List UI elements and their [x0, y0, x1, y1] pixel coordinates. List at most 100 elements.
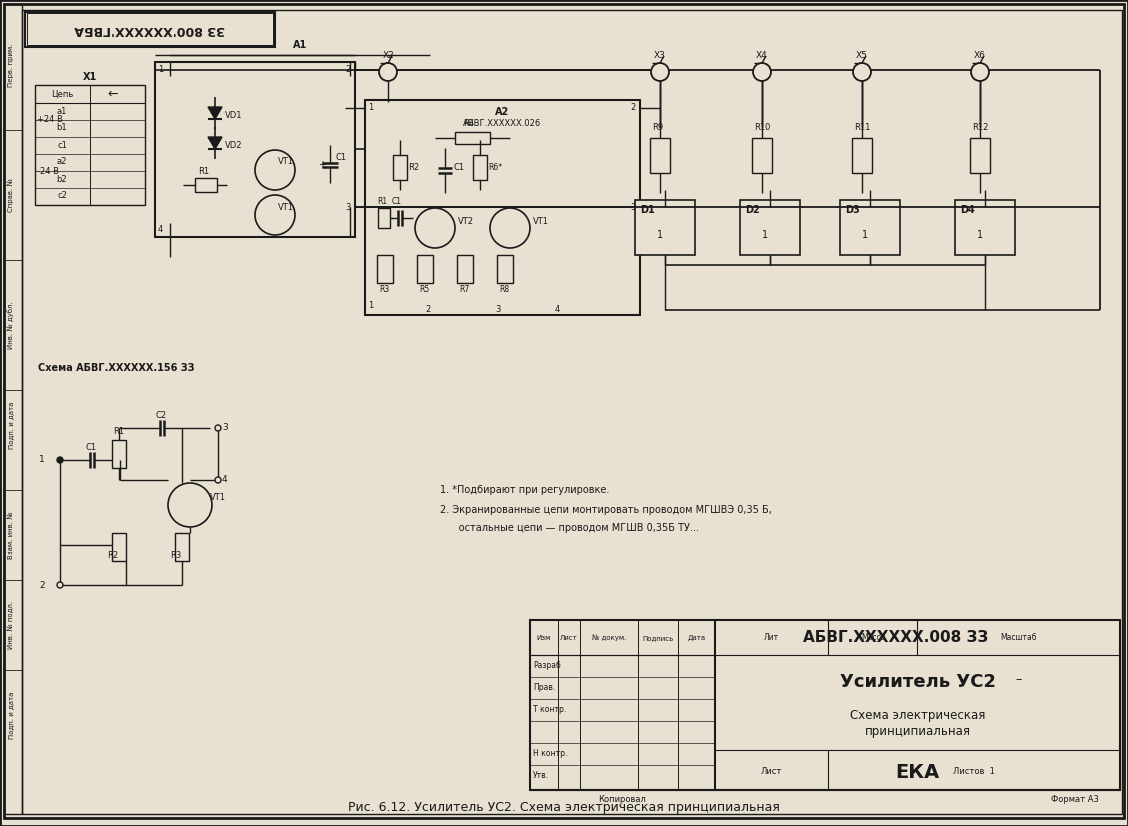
Text: ЕКА: ЕКА	[896, 762, 940, 781]
Text: R7: R7	[459, 286, 469, 295]
Circle shape	[490, 208, 530, 248]
Text: Подп. и дата: Подп. и дата	[8, 401, 14, 449]
Text: X5: X5	[856, 51, 867, 60]
Text: R12: R12	[972, 124, 988, 132]
Text: Н контр.: Н контр.	[534, 749, 567, 758]
Text: Дата: Дата	[688, 635, 706, 641]
Text: 1: 1	[862, 230, 869, 240]
Text: 3: 3	[222, 424, 228, 433]
Text: Изм: Изм	[537, 635, 552, 641]
Text: Лист: Лист	[761, 767, 783, 776]
Text: 3: 3	[495, 306, 501, 315]
Text: X3: X3	[654, 51, 666, 60]
Text: 1: 1	[977, 230, 984, 240]
Text: X1: X1	[82, 72, 97, 82]
Bar	[955, 200, 1015, 255]
Text: Утв.: Утв.	[534, 771, 549, 781]
Bar	[378, 208, 390, 228]
Text: 1: 1	[368, 103, 373, 112]
Text: R1: R1	[377, 197, 387, 206]
Text: a2: a2	[56, 158, 68, 167]
Text: D4: D4	[960, 205, 975, 215]
Text: Подпись: Подпись	[642, 635, 673, 641]
Text: Взам. инв. №: Взам. инв. №	[8, 511, 14, 558]
Bar	[852, 138, 872, 173]
Text: A2: A2	[495, 107, 510, 117]
Text: ←: ←	[108, 88, 118, 101]
Text: 1: 1	[39, 455, 45, 464]
Circle shape	[168, 483, 212, 527]
Text: Схема АБВГ.XXXXXX.156 ЗЗ: Схема АБВГ.XXXXXX.156 ЗЗ	[38, 363, 194, 373]
Text: 2: 2	[425, 306, 430, 315]
Circle shape	[215, 477, 221, 483]
Text: R8: R8	[499, 286, 509, 295]
Text: c2: c2	[58, 192, 67, 201]
Text: VD2: VD2	[224, 140, 243, 150]
Bar	[473, 155, 487, 180]
Text: 4: 4	[555, 306, 561, 315]
Bar	[970, 138, 990, 173]
Text: D2: D2	[744, 205, 760, 215]
Circle shape	[971, 63, 989, 81]
Text: ЗЗ 800'XXXXXX'ГВБА: ЗЗ 800'XXXXXX'ГВБА	[74, 22, 226, 36]
Text: R1: R1	[113, 428, 124, 436]
Text: Подп. и дата: Подп. и дата	[8, 691, 14, 738]
Text: Копировал: Копировал	[599, 795, 646, 805]
Text: VT1: VT1	[534, 217, 549, 226]
Bar	[155, 62, 355, 237]
Text: R3: R3	[379, 286, 389, 295]
Circle shape	[379, 63, 397, 81]
Text: АБВГ.XXXXXX.008 ЗЗ: АБВГ.XXXXXX.008 ЗЗ	[803, 630, 988, 645]
Bar	[752, 138, 772, 173]
Text: 4: 4	[158, 225, 164, 234]
Bar	[840, 200, 900, 255]
Text: VT1: VT1	[210, 492, 226, 501]
Polygon shape	[208, 137, 222, 149]
Text: C1: C1	[85, 444, 96, 453]
Text: R2: R2	[107, 550, 118, 559]
Text: C2: C2	[155, 411, 166, 420]
Circle shape	[215, 425, 221, 431]
Text: C1: C1	[393, 197, 402, 206]
Text: C1: C1	[453, 164, 464, 173]
Text: R3: R3	[170, 550, 182, 559]
Bar	[175, 533, 190, 561]
Bar	[455, 132, 490, 144]
Text: Листов  1: Листов 1	[953, 767, 995, 776]
Text: 3: 3	[345, 202, 351, 211]
Bar	[25, 12, 275, 47]
Text: +24 В: +24 В	[37, 116, 63, 125]
Text: +: +	[318, 160, 326, 170]
Text: R4: R4	[462, 120, 474, 129]
Text: 2: 2	[631, 103, 635, 112]
Text: Инв. № дубл.: Инв. № дубл.	[8, 301, 15, 349]
Text: X2: X2	[384, 51, 395, 60]
Text: принципиальная: принципиальная	[864, 725, 970, 738]
Text: 1: 1	[368, 301, 373, 310]
Text: Лист: Лист	[561, 635, 578, 641]
Text: Схема электрическая: Схема электрическая	[849, 709, 985, 721]
Text: D3: D3	[845, 205, 860, 215]
Text: R1: R1	[199, 167, 209, 175]
Circle shape	[58, 457, 63, 463]
Text: 1: 1	[158, 65, 164, 74]
Text: X6: X6	[973, 51, 986, 60]
Circle shape	[255, 195, 296, 235]
Text: a1: a1	[56, 107, 68, 116]
Text: остальные цепи — проводом МГШВ 0,35Б ТУ...: остальные цепи — проводом МГШВ 0,35Б ТУ.…	[440, 523, 699, 533]
Text: Формат А3: Формат А3	[1051, 795, 1099, 805]
Text: Справ. №: Справ. №	[8, 178, 15, 212]
Polygon shape	[208, 107, 222, 119]
Text: Прав.: Прав.	[534, 683, 555, 692]
Circle shape	[651, 63, 669, 81]
Bar	[27, 13, 273, 45]
Text: Инв. № подл.: Инв. № подл.	[8, 601, 15, 649]
Text: R11: R11	[854, 124, 871, 132]
Text: 2. Экранированные цепи монтировать проводом МГШВЭ 0,35 Б,: 2. Экранированные цепи монтировать прово…	[440, 505, 772, 515]
Text: Рис. 6.12. Усилитель УС2. Схема электрическая принципиальная: Рис. 6.12. Усилитель УС2. Схема электрич…	[349, 801, 779, 814]
Text: Лит: Лит	[764, 634, 779, 643]
Circle shape	[853, 63, 871, 81]
Text: b1: b1	[56, 124, 68, 132]
Bar	[417, 255, 433, 283]
Text: 4: 4	[222, 476, 228, 485]
